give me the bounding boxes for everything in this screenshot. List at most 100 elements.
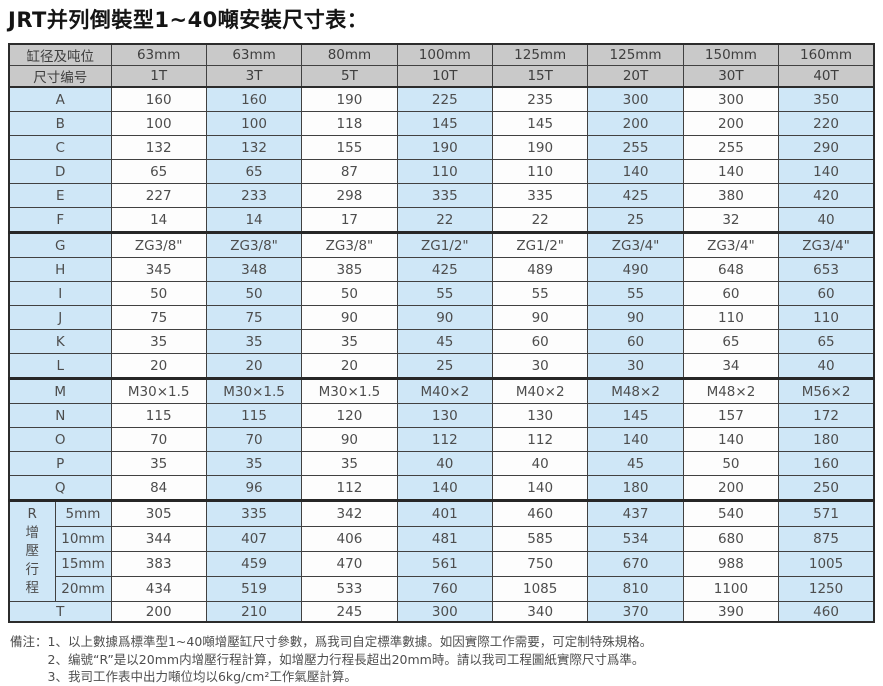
table-row-J: J 75 75 90 90 90 90 110 110 [8,305,875,330]
table-cell: M56×2 [778,377,875,404]
table-cell: 425 [396,257,494,282]
table-cell: 235 [491,86,589,112]
table-cell: 34 [682,353,780,379]
column-header-tonnage: 30T [682,65,780,88]
table-cell: 115 [110,403,207,428]
table-cell: 75 [110,305,207,330]
table-cell: 30 [587,353,684,379]
r-section-label-char: 壓 [25,543,40,560]
footnotes-list: 1、以上數據爲標準型1~40噸增壓缸尺寸參數，爲我司自定標準數據。如因實際工作需… [48,633,653,686]
table-row-C: C 132 132 155 190 190 255 255 290 [8,135,875,160]
table-cell: 305 [110,499,207,527]
table-cell: 380 [682,183,780,208]
table-cell: 40 [396,451,494,476]
table-cell: 406 [301,526,398,552]
table-cell: 17 [301,207,398,233]
row-label: B [8,111,112,136]
table-row-B: B 100 100 118 145 145 200 200 220 [8,111,875,136]
table-cell: 60 [778,281,875,306]
table-cell: 155 [301,135,398,160]
table-cell: ZG3/8" [205,231,303,258]
table-cell: 14 [205,207,303,233]
row-label: J [8,305,112,330]
header-label-bore: 缸径及吨位 [8,43,112,66]
table-cell: 118 [301,111,398,136]
table-cell: 65 [110,159,207,184]
r-section-label-char: R [27,506,37,523]
table-cell: 40 [778,207,875,233]
table-cell: 220 [778,111,875,136]
table-cell: 90 [396,305,494,330]
table-cell: 420 [778,183,875,208]
table-cell: 533 [301,576,398,602]
table-cell: 200 [110,601,207,623]
column-header-tonnage: 10T [396,65,494,88]
table-cell: 470 [301,551,398,577]
table-row-R-5mm: R 增壓行程 5mm 305 335 342 401 460 437 540 571 [8,499,875,602]
column-header-bore: 63mm [205,43,303,66]
table-cell: 50 [110,281,207,306]
r-stroke-label: 5mm [54,499,112,527]
table-cell: ZG3/4" [778,231,875,258]
table-cell: 90 [587,305,684,330]
table-cell: 110 [396,159,494,184]
table-cell: 348 [205,257,303,282]
table-cell: 140 [778,159,875,184]
table-cell: 20 [301,353,398,379]
table-cell: 401 [396,499,494,527]
table-cell: 45 [396,329,494,354]
table-cell: 180 [587,475,684,501]
table-cell: 190 [301,86,398,112]
table-row-R-20mm: 20mm 434 519 533 760 1085 810 1100 1250 [9,576,875,602]
table-cell: 383 [110,551,207,577]
table-cell: 460 [491,499,589,527]
table-cell: 340 [491,601,589,623]
table-cell: 1100 [682,576,780,602]
table-cell: 45 [587,451,684,476]
r-section-label-char: 程 [25,580,40,597]
table-cell: 60 [587,329,684,354]
table-cell: 32 [682,207,780,233]
table-cell: 20 [110,353,207,379]
table-cell: 60 [491,329,589,354]
table-cell: M40×2 [396,377,494,404]
table-cell: 540 [682,499,780,527]
table-cell: 290 [778,135,875,160]
table-cell: M48×2 [587,377,684,404]
table-row-G: G ZG3/8" ZG3/8" ZG3/8" ZG1/2" ZG1/2" ZG3/4" ZG3… [8,231,875,258]
table-cell: 172 [778,403,875,428]
table-cell: 84 [110,475,207,501]
table-cell: 35 [301,451,398,476]
table-cell: 245 [301,601,398,623]
table-cell: 35 [110,451,207,476]
table-cell: 760 [396,576,494,602]
table-cell: 120 [301,403,398,428]
table-cell: 90 [301,305,398,330]
table-cell: 140 [587,427,684,452]
table-cell: 300 [682,86,780,112]
table-cell: 70 [110,427,207,452]
table-cell: 519 [205,576,303,602]
table-cell: 233 [205,183,303,208]
footnotes-prefix: 備注： [10,634,48,649]
table-cell: 561 [396,551,494,577]
table-cell: 250 [778,475,875,501]
table-cell: ZG3/8" [110,231,207,258]
column-header-tonnage: 5T [301,65,398,88]
row-label: M [8,377,112,404]
table-cell: 459 [205,551,303,577]
table-cell: 50 [682,451,780,476]
table-cell: 200 [587,111,684,136]
r-section-label-char: 行 [25,561,40,578]
table-cell: 585 [491,526,589,552]
table-row-P: P 35 35 35 40 40 45 50 160 [8,451,875,476]
column-header-tonnage: 40T [778,65,875,88]
table-row-L: L 20 20 20 25 30 30 34 40 [8,353,875,379]
table-row-R-10mm: 10mm 344 407 406 481 585 534 680 875 [9,526,875,552]
table-row-D: D 65 65 87 110 110 140 140 140 [8,159,875,184]
row-label: G [8,231,112,258]
table-cell: 157 [682,403,780,428]
table-cell: 14 [110,207,207,233]
table-cell: 110 [491,159,589,184]
